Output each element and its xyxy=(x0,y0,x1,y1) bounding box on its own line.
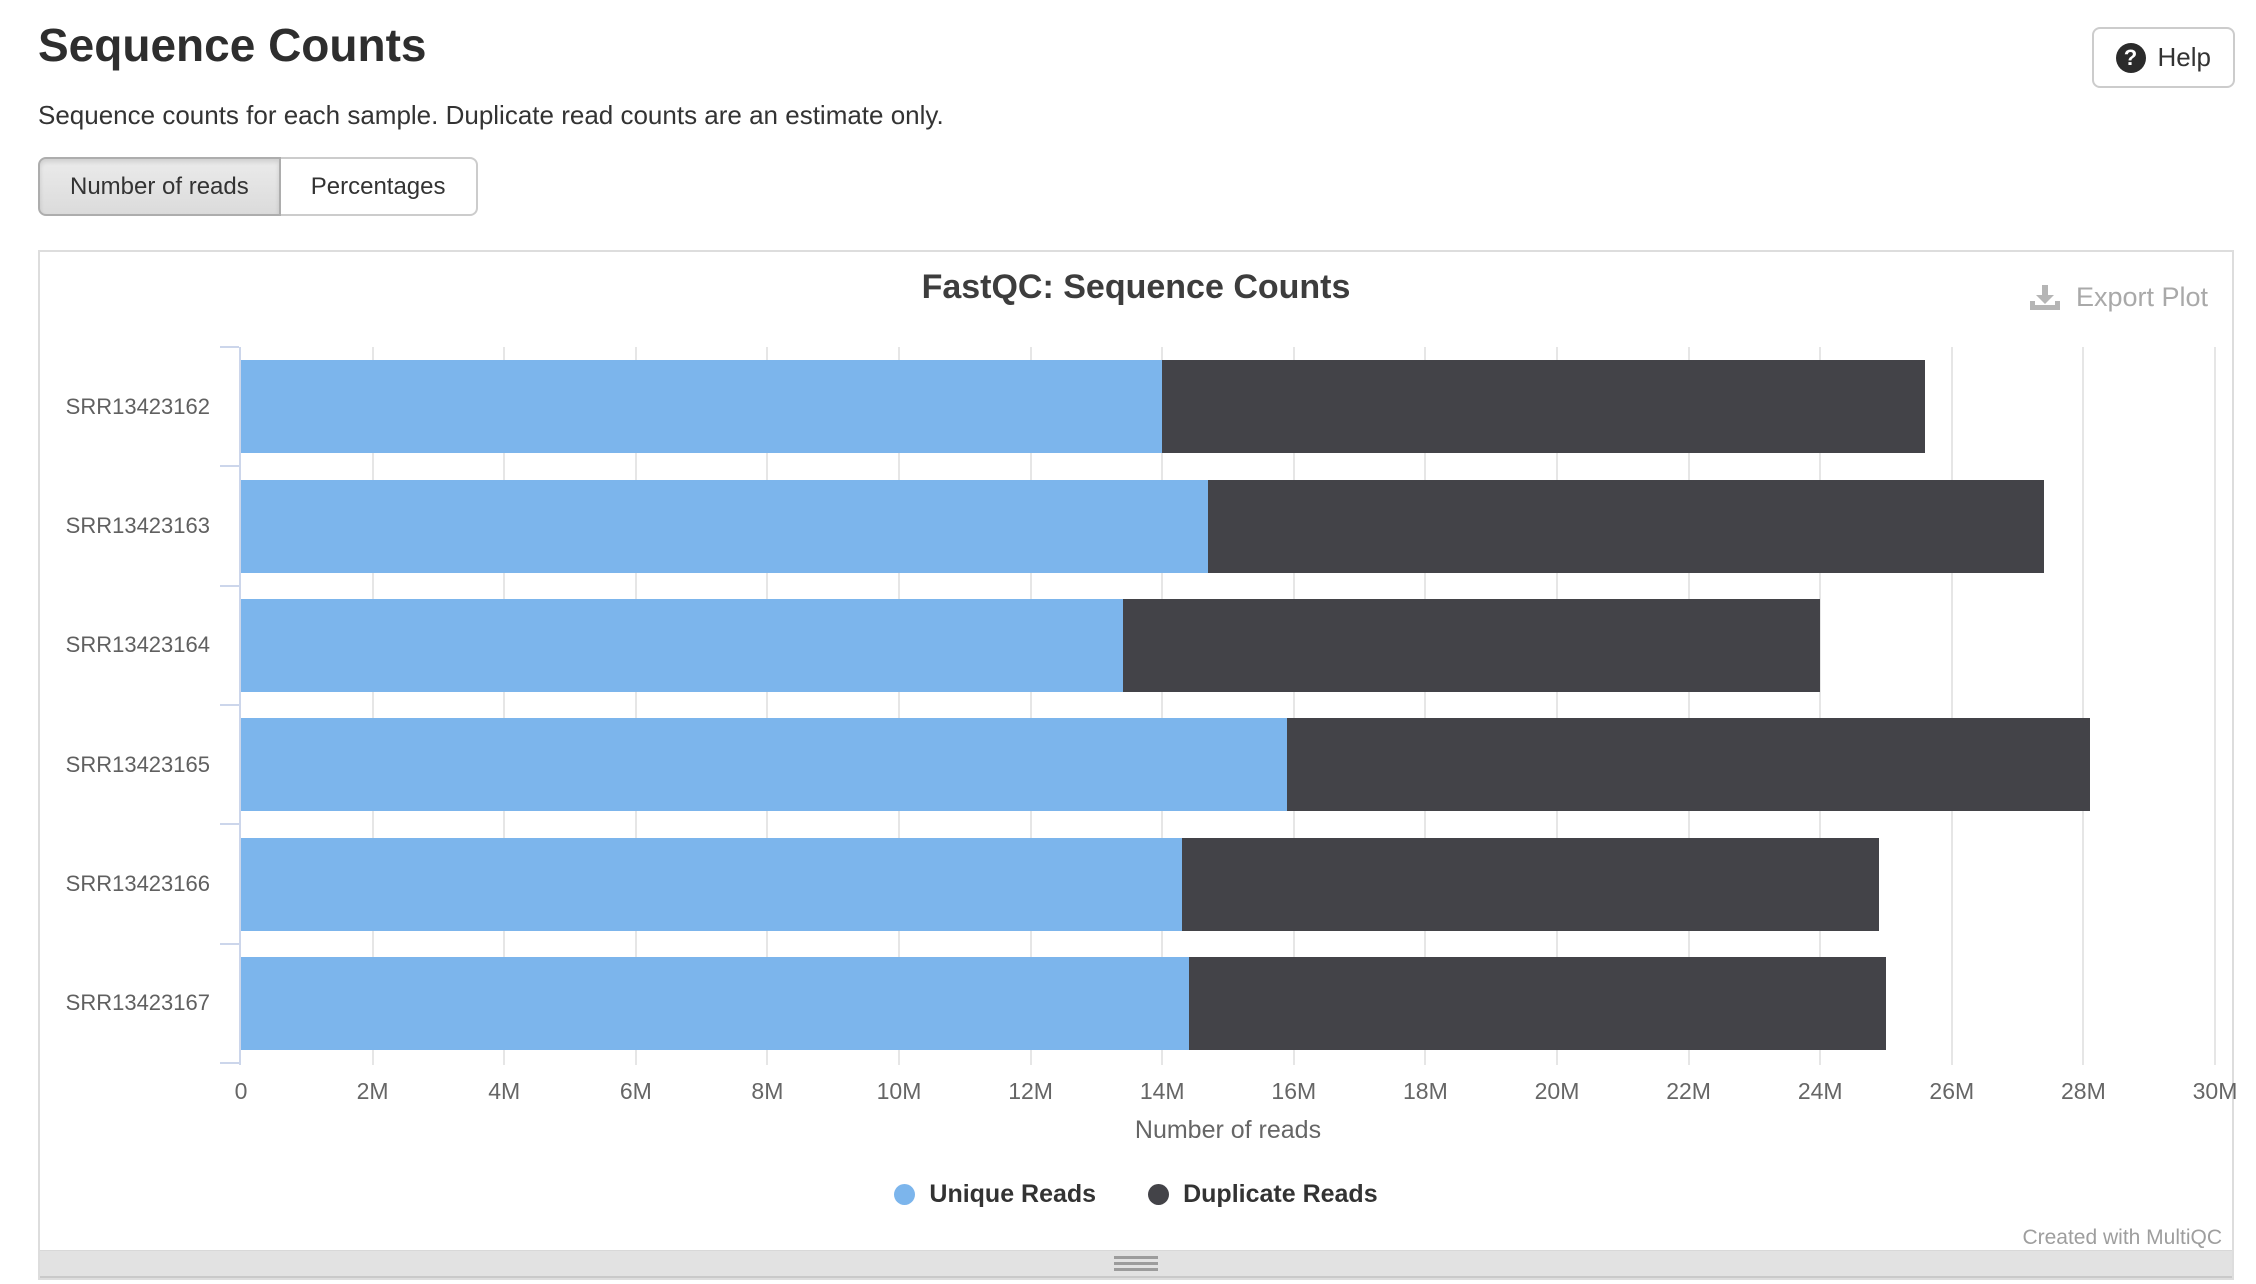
category-label: SRR13423163 xyxy=(65,512,210,538)
legend-item-unique-reads[interactable]: Unique Reads xyxy=(894,1180,1096,1209)
export-plot-button[interactable]: Export Plot xyxy=(2028,282,2208,313)
gridline xyxy=(1029,347,1032,1065)
legend-label-unique-reads: Unique Reads xyxy=(929,1180,1097,1208)
export-plot-label: Export Plot xyxy=(2075,282,2208,312)
gridline xyxy=(1819,347,1822,1065)
x-tick-label: 6M xyxy=(619,1078,652,1104)
gridline xyxy=(503,347,506,1065)
bar-unique-reads[interactable] xyxy=(241,837,1182,931)
x-tick-label: 20M xyxy=(1534,1078,1580,1104)
category-label: SRR13423162 xyxy=(65,393,210,419)
x-tick-label: 8M xyxy=(751,1078,784,1104)
x-tick-label: 14M xyxy=(1139,1078,1185,1104)
bar-chart: SRR13423162 SRR13423163 SRR13423164 SRR1342… xyxy=(40,252,2237,1252)
y-axis-tick xyxy=(220,704,239,706)
gridline xyxy=(1687,347,1690,1065)
category-label: SRR13423167 xyxy=(65,990,210,1016)
gridline xyxy=(1556,347,1558,1065)
category-label: SRR13423164 xyxy=(65,632,210,658)
page-title: Sequence Counts xyxy=(38,19,427,71)
y-axis-tick xyxy=(220,465,239,468)
plot-resize-handle[interactable] xyxy=(40,1250,2232,1278)
gridline xyxy=(2214,347,2216,1065)
y-axis-tick xyxy=(220,1062,239,1064)
toggle-number-of-reads-button[interactable]: Number of reads xyxy=(38,157,281,216)
legend-marker-duplicate-reads xyxy=(1148,1184,1170,1205)
bar-unique-reads[interactable] xyxy=(241,360,1163,454)
gridline xyxy=(634,347,637,1065)
bar-duplicate-reads[interactable] xyxy=(1181,837,1880,931)
gridline xyxy=(1950,347,1953,1065)
x-tick-label: 2M xyxy=(356,1078,389,1104)
download-icon xyxy=(2028,283,2062,313)
x-tick-label: 12M xyxy=(1008,1078,1053,1104)
gridline xyxy=(898,347,900,1065)
y-axis-tick xyxy=(220,823,239,826)
x-tick-label: 30M xyxy=(2192,1078,2238,1104)
bar-unique-reads[interactable] xyxy=(241,598,1123,692)
gridline xyxy=(1161,347,1164,1065)
y-axis-tick xyxy=(220,346,239,348)
category-label: SRR13423166 xyxy=(65,870,210,896)
x-tick-label: 10M xyxy=(876,1078,922,1104)
gridline xyxy=(2082,347,2085,1065)
legend-label-duplicate-reads: Duplicate Reads xyxy=(1183,1180,1378,1208)
x-tick-label: 24M xyxy=(1797,1078,1843,1104)
legend-marker-unique-reads xyxy=(894,1184,916,1205)
bar-duplicate-reads[interactable] xyxy=(1188,956,1886,1050)
gridline xyxy=(1424,347,1427,1065)
gridline xyxy=(766,347,769,1065)
x-tick-label: 0 xyxy=(234,1078,248,1104)
bar-duplicate-reads[interactable] xyxy=(1122,598,1821,692)
gridline xyxy=(371,347,374,1065)
help-button[interactable]: ? Help xyxy=(2091,27,2235,88)
y-axis-tick xyxy=(220,584,239,587)
x-tick-label: 22M xyxy=(1666,1078,1711,1104)
x-tick-label: 16M xyxy=(1271,1078,1317,1104)
y-axis-tick xyxy=(220,942,239,945)
plot-data-toggle-group: Number of reads Percentages xyxy=(38,157,478,216)
gridline xyxy=(1292,347,1295,1065)
bar-duplicate-reads[interactable] xyxy=(1162,360,1926,454)
bar-unique-reads[interactable] xyxy=(241,718,1288,812)
chart-title: FastQC: Sequence Counts xyxy=(921,268,1351,306)
x-axis-title: Number of reads xyxy=(1134,1116,1322,1144)
chart-legend: Unique Reads Duplicate Reads xyxy=(40,1180,2232,1209)
grip-icon xyxy=(1114,1256,1158,1271)
toggle-percentages-button[interactable]: Percentages xyxy=(280,157,478,216)
bar-duplicate-reads[interactable] xyxy=(1208,479,2044,573)
x-tick-label: 4M xyxy=(488,1078,521,1104)
x-tick-label: 28M xyxy=(2061,1078,2106,1104)
bar-unique-reads[interactable] xyxy=(241,479,1209,573)
category-label: SRR13423165 xyxy=(65,751,210,777)
plot-card: FastQC: Sequence Counts Export Plot SRR1… xyxy=(38,250,2237,1280)
legend-item-duplicate-reads[interactable]: Duplicate Reads xyxy=(1148,1180,1378,1209)
section-description: Sequence counts for each sample. Duplica… xyxy=(38,100,944,130)
bar-unique-reads[interactable] xyxy=(241,956,1189,1050)
help-button-label: Help xyxy=(2157,42,2211,72)
watermark: Created with MultiQC xyxy=(2022,1226,2222,1249)
y-axis-line xyxy=(239,347,241,1065)
x-tick-label: 18M xyxy=(1403,1078,1448,1104)
x-tick-label: 26M xyxy=(1929,1078,1975,1104)
question-circle-icon: ? xyxy=(2115,42,2146,73)
bar-duplicate-reads[interactable] xyxy=(1287,718,2090,812)
